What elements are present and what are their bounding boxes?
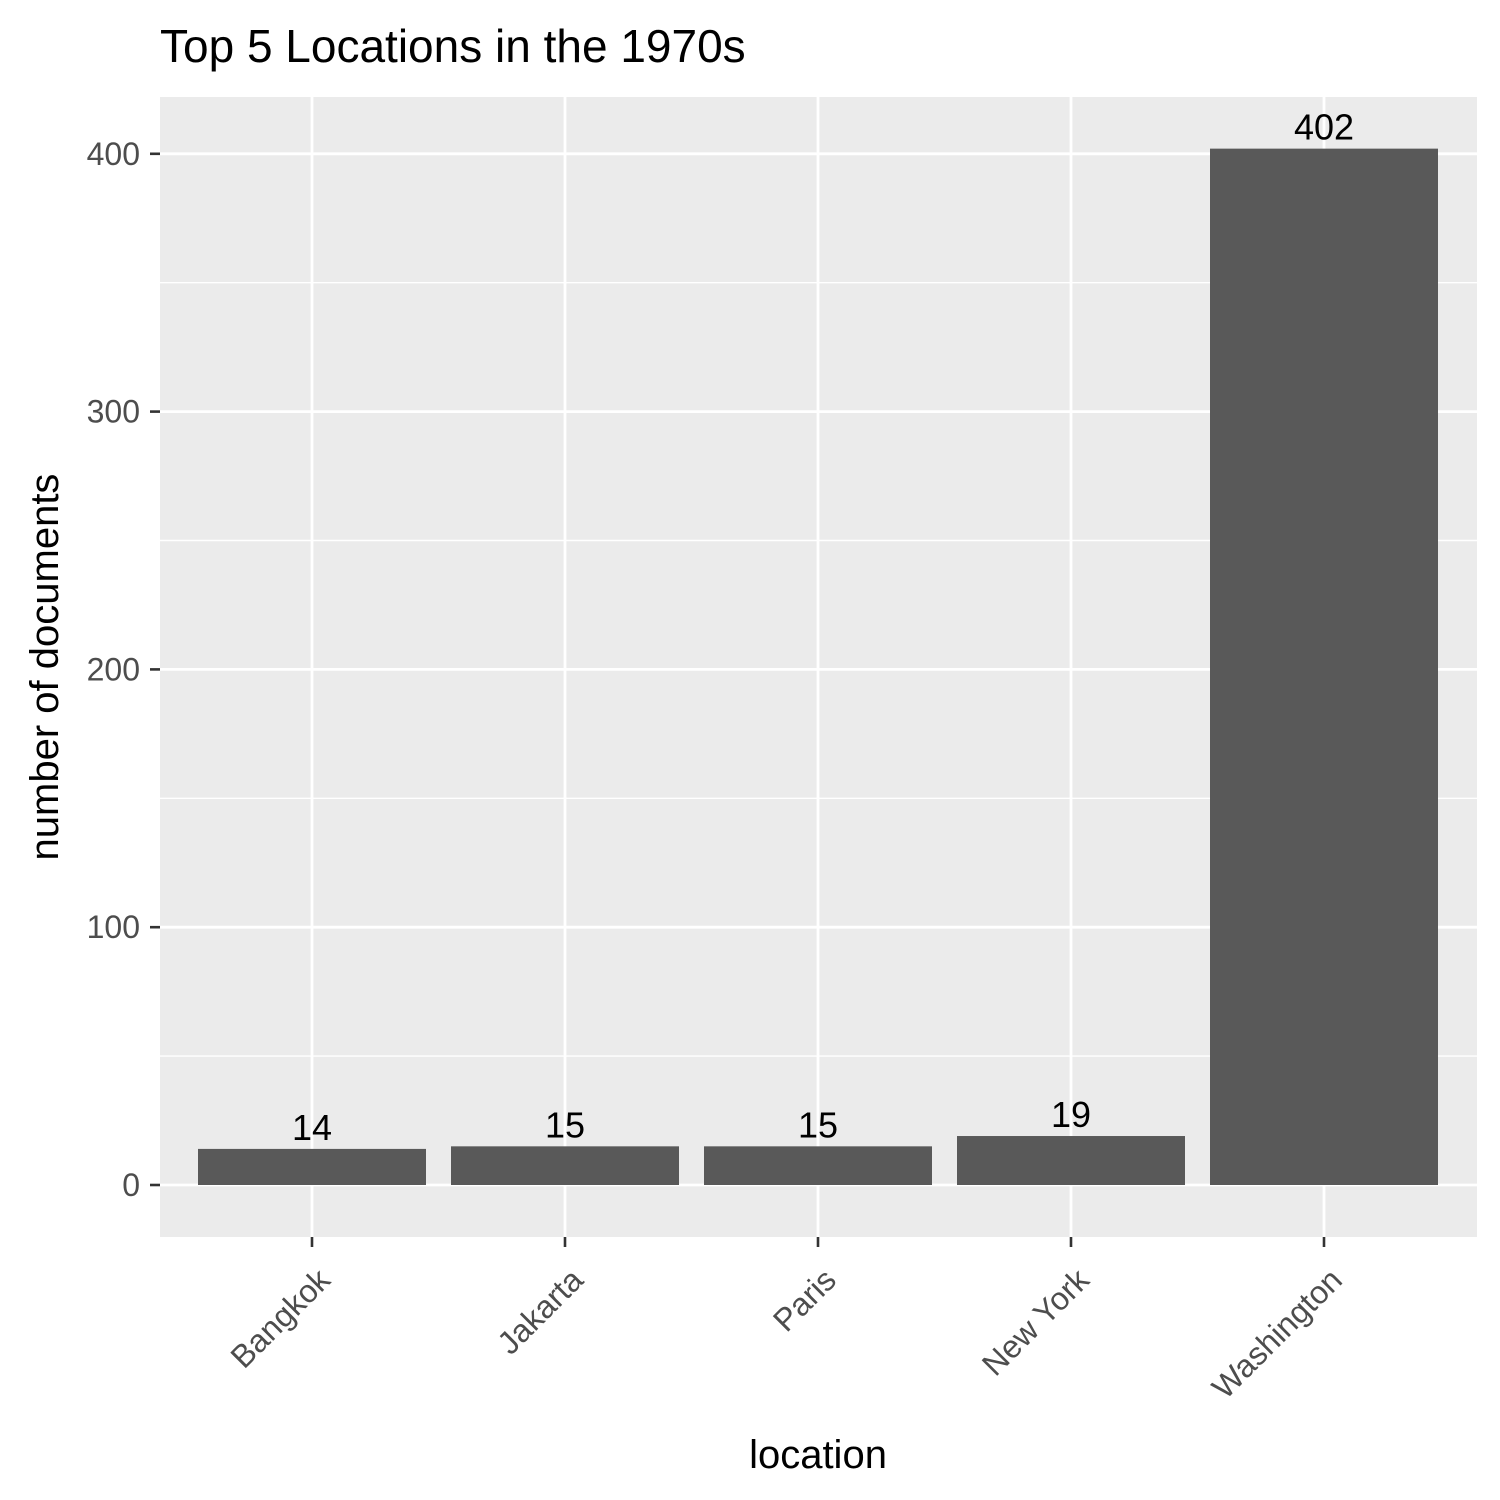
y-tick-label-100: 100 xyxy=(87,909,140,945)
chart-title: Top 5 Locations in the 1970s xyxy=(160,20,746,72)
y-axis-title: number of documents xyxy=(23,474,67,861)
x-tick-label-jakarta: Jakarta xyxy=(490,1261,590,1361)
x-axis: Bangkok Jakarta Paris New York Washington xyxy=(223,1237,1349,1406)
bar-bangkok xyxy=(198,1149,426,1185)
y-tick-label-0: 0 xyxy=(122,1167,140,1203)
data-label-0: 14 xyxy=(292,1107,332,1148)
bar-new-york xyxy=(957,1136,1185,1185)
data-label-4: 402 xyxy=(1294,107,1354,148)
data-label-3: 19 xyxy=(1051,1094,1091,1135)
x-axis-title: location xyxy=(749,1433,887,1477)
x-tick-label-new-york: New York xyxy=(975,1261,1097,1383)
bar-washington xyxy=(1210,149,1438,1185)
bar-paris xyxy=(704,1146,932,1185)
data-label-1: 15 xyxy=(545,1104,585,1145)
y-tick-label-300: 300 xyxy=(87,394,140,430)
x-tick-label-washington: Washington xyxy=(1205,1261,1349,1405)
y-axis: 0 100 200 300 400 xyxy=(87,136,160,1203)
bar-jakarta xyxy=(451,1146,679,1185)
y-tick-label-200: 200 xyxy=(87,651,140,687)
x-tick-label-bangkok: Bangkok xyxy=(223,1261,337,1375)
y-tick-label-400: 400 xyxy=(87,136,140,172)
x-tick-label-paris: Paris xyxy=(766,1261,843,1338)
data-label-2: 15 xyxy=(798,1104,838,1145)
